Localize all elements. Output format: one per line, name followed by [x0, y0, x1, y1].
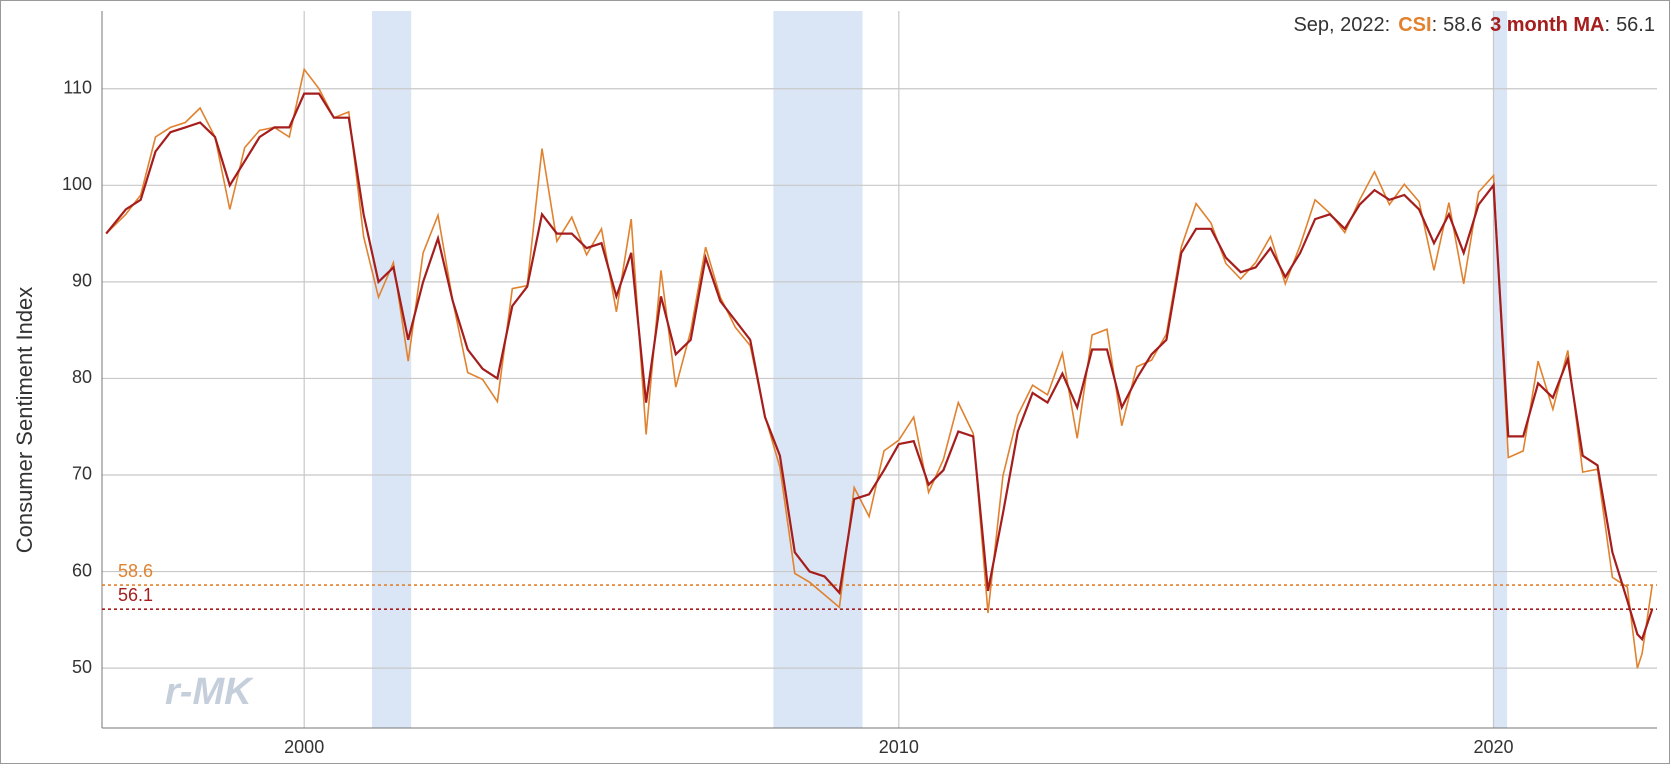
legend-entry: CSI — [1398, 14, 1431, 36]
readout-part: : — [1385, 14, 1391, 36]
y-tick-label: 70 — [72, 464, 92, 484]
y-tick-label: 80 — [72, 367, 92, 387]
watermark: r-MK — [165, 671, 254, 713]
readout-part: : — [1432, 14, 1438, 36]
recession-band — [1493, 11, 1508, 728]
series-line — [105, 67, 1653, 669]
y-tick-label: 110 — [63, 77, 92, 97]
readout-part: 56.1 — [1616, 14, 1655, 36]
y-axis-label: Consumer Sentiment Index — [12, 287, 37, 554]
readout-part: 58.6 — [1443, 14, 1482, 36]
x-tick-label: 2010 — [879, 737, 919, 757]
x-tick-label: 2000 — [284, 737, 324, 757]
y-tick-label: 60 — [72, 560, 92, 580]
recession-band — [371, 11, 412, 728]
recession-band — [773, 11, 863, 728]
y-tick-label: 50 — [72, 657, 92, 677]
readout: Sep, 2022: CSI: 58.6 3 month MA: 56.1 — [1293, 14, 1655, 36]
y-tick-label: 100 — [62, 174, 92, 194]
series-line — [105, 92, 1654, 642]
x-tick-label: 2020 — [1473, 737, 1513, 757]
reference-label: 58.6 — [118, 561, 153, 581]
legend-entry: 3 month MA — [1490, 14, 1604, 36]
reference-label: 56.1 — [118, 585, 153, 605]
readout-part: : — [1605, 14, 1611, 36]
readout-part: Sep, 2022 — [1293, 14, 1384, 36]
y-tick-label: 90 — [72, 271, 92, 291]
